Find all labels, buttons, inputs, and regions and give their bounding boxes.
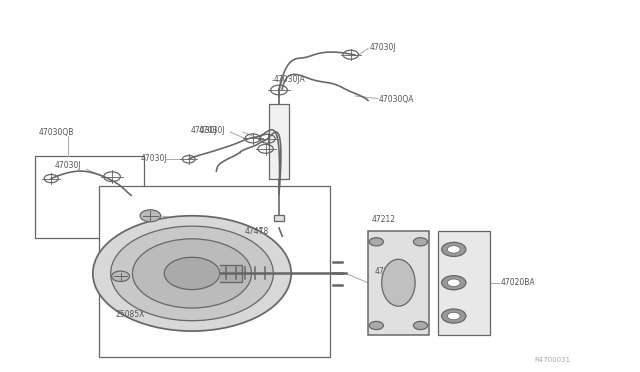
Circle shape: [132, 239, 252, 308]
Circle shape: [447, 246, 460, 253]
Bar: [35, 156, 144, 238]
Circle shape: [447, 312, 460, 320]
Circle shape: [140, 210, 161, 222]
Bar: [368, 231, 429, 335]
Circle shape: [442, 309, 466, 323]
Circle shape: [413, 238, 428, 246]
Text: 47401: 47401: [240, 228, 264, 237]
Bar: [274, 215, 284, 221]
Text: 47030JA: 47030JA: [274, 76, 306, 84]
Text: 47030J: 47030J: [198, 126, 225, 135]
Ellipse shape: [381, 259, 415, 306]
Circle shape: [442, 242, 466, 256]
Text: 47030QB: 47030QB: [38, 128, 74, 137]
Text: 47030J: 47030J: [191, 126, 218, 135]
Circle shape: [369, 238, 383, 246]
Text: 47030QA: 47030QA: [379, 95, 414, 104]
Text: 47210: 47210: [374, 267, 399, 276]
Text: 47030J: 47030J: [369, 43, 396, 52]
Circle shape: [111, 226, 273, 321]
Circle shape: [369, 321, 383, 330]
Text: 25085X: 25085X: [115, 310, 145, 319]
Bar: [99, 186, 330, 357]
Circle shape: [111, 271, 129, 282]
Text: 47212: 47212: [371, 215, 396, 224]
Text: R4700031: R4700031: [534, 357, 570, 363]
Circle shape: [442, 276, 466, 290]
Text: 47030J: 47030J: [141, 154, 168, 163]
Circle shape: [93, 216, 291, 331]
Bar: [438, 231, 490, 335]
Text: 47478: 47478: [245, 227, 269, 236]
Bar: [269, 104, 289, 179]
Circle shape: [413, 321, 428, 330]
Text: 47020BA: 47020BA: [501, 278, 536, 287]
Circle shape: [447, 279, 460, 286]
Text: 47030J: 47030J: [54, 161, 81, 170]
Circle shape: [164, 257, 220, 289]
